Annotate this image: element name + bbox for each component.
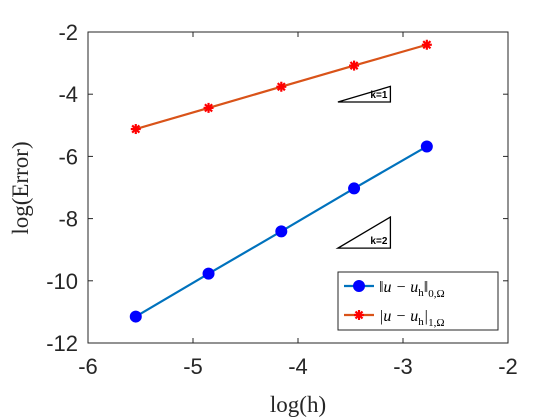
data-point bbox=[421, 39, 432, 50]
legend: ‖u − uh‖0,Ω |u − uh|1,Ω bbox=[337, 271, 499, 331]
data-point bbox=[420, 140, 433, 153]
data-point bbox=[202, 267, 215, 280]
y-axis-label: log(Error) bbox=[8, 141, 33, 234]
y-tick-label: -10 bbox=[46, 269, 78, 294]
y-tick-label: -12 bbox=[46, 331, 78, 356]
data-point bbox=[275, 225, 288, 238]
y-tick-label: -8 bbox=[58, 207, 78, 232]
x-tick-label: -2 bbox=[498, 354, 518, 379]
triangle-label: k=2 bbox=[370, 236, 387, 247]
y-tick-label: -6 bbox=[58, 144, 78, 169]
x-tick-label: -6 bbox=[78, 354, 98, 379]
x-tick-label: -4 bbox=[288, 354, 308, 379]
triangle-shape bbox=[335, 215, 392, 249]
triangle-label: k=1 bbox=[370, 90, 387, 101]
triangle-shape bbox=[337, 85, 392, 103]
series-2 bbox=[130, 39, 432, 135]
slope-triangle: k=2 bbox=[335, 215, 392, 249]
x-axis-label: log(h) bbox=[270, 392, 326, 417]
legend-marker-l2 bbox=[353, 280, 365, 292]
slope-triangle: k=1 bbox=[337, 85, 392, 103]
series-1 bbox=[129, 140, 433, 323]
series-layer bbox=[129, 39, 433, 323]
tick-labels: -6 -5 -4 -3 -2 -12 -10 -8 -6 -4 -2 bbox=[46, 20, 518, 379]
legend-marker-h1 bbox=[354, 310, 364, 320]
data-point bbox=[348, 182, 361, 195]
data-point bbox=[276, 81, 287, 92]
y-tick-label: -2 bbox=[58, 20, 78, 45]
data-point bbox=[203, 102, 214, 113]
slope-triangles: k=1 k=2 bbox=[335, 85, 392, 249]
axis-ticks bbox=[87, 31, 509, 344]
x-tick-label: -5 bbox=[183, 354, 203, 379]
data-point bbox=[349, 60, 360, 71]
data-point bbox=[129, 310, 142, 323]
y-tick-label: -4 bbox=[58, 82, 78, 107]
data-point bbox=[130, 124, 141, 135]
x-tick-label: -3 bbox=[393, 354, 413, 379]
legend-box bbox=[337, 271, 499, 331]
